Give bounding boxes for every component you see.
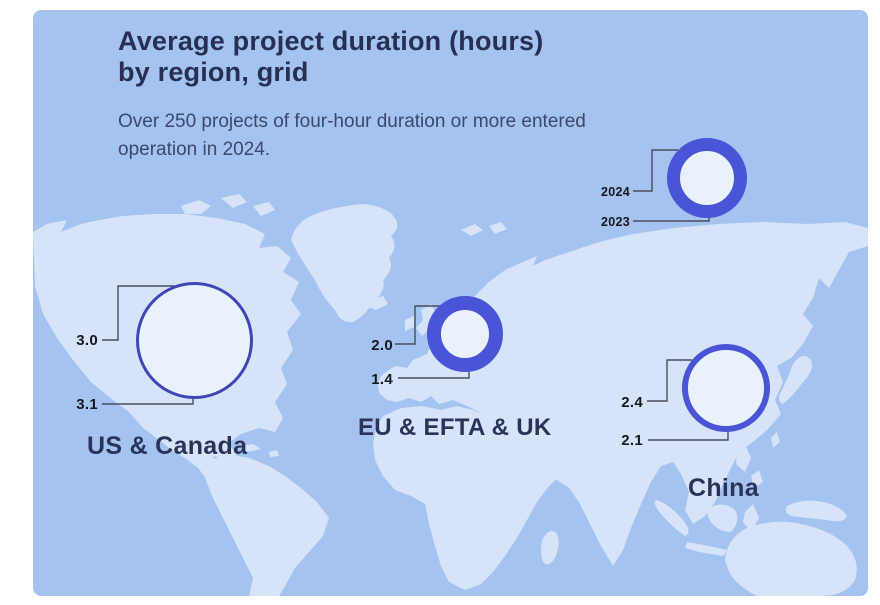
value-us-canada-2023: 3.1 — [76, 396, 98, 413]
leader-lines — [102, 149, 729, 441]
value-eu-efta-uk-2024: 2.0 — [371, 337, 393, 354]
region-label-us-canada: US & Canada — [87, 432, 248, 460]
world-map — [33, 194, 868, 596]
leader-line-eu-2024 — [395, 305, 440, 345]
chart-subtitle: Over 250 projects of four-hour duration … — [118, 108, 838, 164]
leader-line-us-2024 — [102, 285, 175, 341]
leader-line-us-2023 — [102, 398, 194, 405]
chart-subtitle-line2: operation in 2024. — [118, 139, 271, 160]
chart-subtitle-line1: Over 250 projects of four-hour duration … — [118, 111, 586, 132]
leader-line-cn-2024 — [647, 359, 692, 402]
legend-bubble — [667, 138, 747, 218]
value-china-2023: 2.1 — [621, 432, 643, 449]
value-us-canada-2024: 3.0 — [76, 332, 98, 349]
bubble-eu-efta-uk — [427, 296, 503, 372]
greenland — [291, 204, 398, 323]
chart-title-line1: Average project duration (hours) — [118, 26, 544, 56]
region-label-eu-efta-uk: EU & EFTA & UK — [358, 414, 552, 441]
continent-africa — [373, 406, 565, 590]
value-china-2024: 2.4 — [621, 394, 643, 411]
continent-australia — [725, 521, 857, 596]
leader-line-legend-2024 — [633, 149, 678, 192]
region-label-china: China — [688, 474, 759, 502]
legend-label-2024: 2024 — [600, 185, 630, 199]
chart-title-line2: by region, grid — [118, 57, 309, 87]
continent-eurasia — [378, 222, 868, 566]
value-eu-efta-uk-2023: 1.4 — [371, 371, 393, 388]
legend-label-2023: 2023 — [600, 215, 630, 229]
map-card: Average project duration (hours) by regi… — [33, 10, 868, 596]
chart-title: Average project duration (hours) by regi… — [118, 26, 838, 88]
continent-south-america — [205, 454, 329, 596]
bubble-us-canada — [136, 282, 253, 399]
bubble-china — [682, 344, 770, 432]
